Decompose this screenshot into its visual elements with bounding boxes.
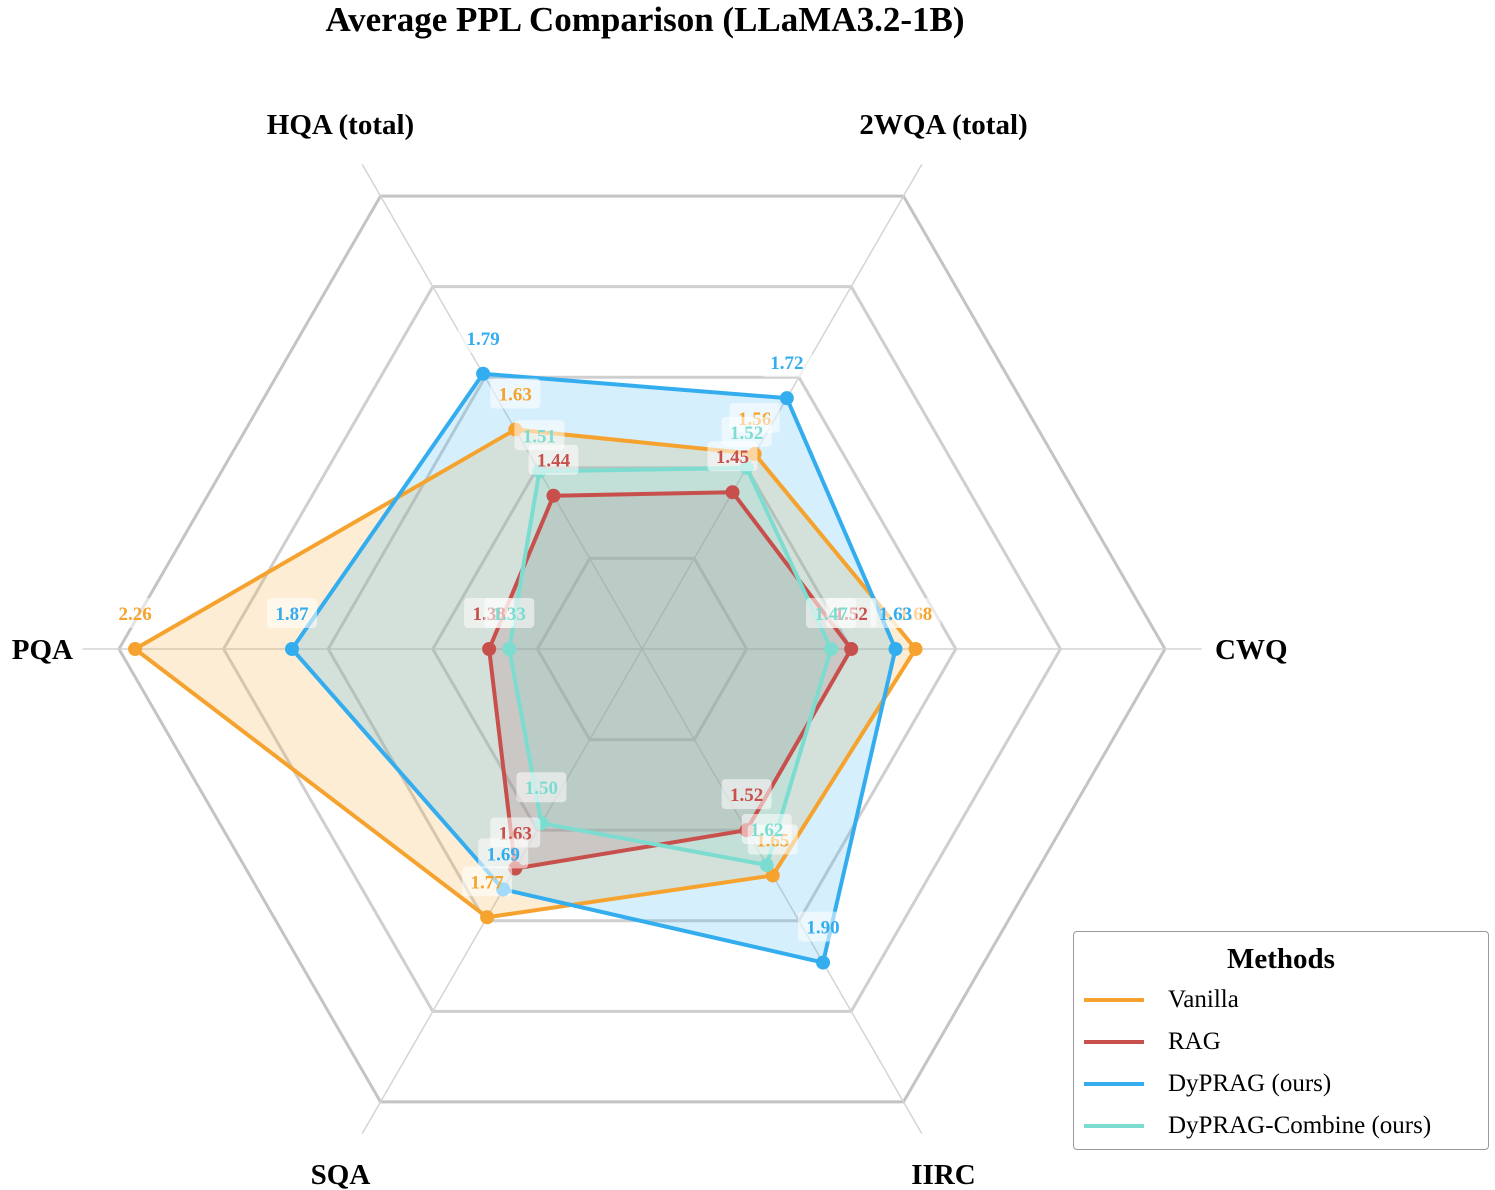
series-fill-rag [489, 492, 852, 869]
value-label-vanilla: 1.63 [490, 378, 541, 409]
value-label-box [462, 866, 513, 897]
data-point-dyprag-combine-ours [502, 642, 517, 656]
value-label-box [806, 598, 857, 628]
value-label-text: 1.69 [487, 844, 520, 865]
value-labels: 1.681.561.632.261.771.651.521.451.441.38… [110, 322, 941, 942]
legend-label: DyPRAG-Combine (ours) [1168, 1112, 1432, 1139]
value-label-dyprag-ours: 1.72 [761, 347, 812, 378]
value-label-text: 1.90 [806, 918, 839, 939]
data-point-rag [844, 642, 859, 656]
value-label-text: 2.26 [118, 604, 151, 625]
value-label-box [798, 911, 849, 942]
value-label-text: 1.87 [275, 604, 309, 625]
value-label-box [514, 420, 565, 451]
value-label-box [741, 814, 792, 845]
value-label-dyprag-ours: 1.69 [478, 838, 529, 869]
value-label-box [484, 598, 535, 628]
value-label-dyprag-combine-ours: 1.33 [484, 598, 535, 628]
data-point-dyprag-ours [476, 366, 491, 381]
value-label-text: 1.44 [537, 451, 571, 472]
value-label-box [870, 598, 921, 628]
value-label-text: 1.63 [879, 604, 912, 625]
axis-label-cwq: CWQ [1215, 634, 1288, 666]
axis-label-2wqa-total: 2WQA (total) [859, 109, 1027, 141]
value-label-text: 1.52 [730, 423, 763, 444]
legend-swatch-vanilla [1084, 998, 1144, 1002]
axis-label-hqa-total: HQA (total) [267, 109, 414, 141]
legend-label: DyPRAG (ours) [1168, 1070, 1332, 1097]
value-label-box [266, 598, 317, 628]
data-point-rag [725, 485, 740, 500]
series-fills [135, 373, 916, 963]
value-label-box [721, 779, 772, 810]
value-label-text: 1.51 [523, 426, 556, 447]
value-label-dyprag-ours: 1.79 [458, 322, 509, 353]
legend-item-vanilla: Vanilla [1074, 979, 1488, 1021]
value-label-text: 1.47 [814, 604, 848, 625]
value-label-dyprag-ours: 1.63 [870, 598, 921, 628]
value-label-dyprag-ours: 1.90 [798, 911, 849, 942]
data-point-vanilla [908, 642, 923, 656]
data-point-rag [482, 642, 497, 656]
chart-title: Average PPL Comparison (LLaMA3.2-1B) [325, 0, 965, 39]
value-label-text: 1.50 [525, 778, 558, 799]
value-label-text: 1.33 [493, 604, 526, 625]
axis-label-iirc: IIRC [911, 1159, 975, 1190]
value-label-box [490, 378, 541, 409]
value-label-vanilla: 2.26 [110, 598, 161, 628]
value-label-box [458, 322, 509, 353]
data-point-dyprag-ours [888, 642, 903, 656]
axis-labels: CWQ 2WQA (total) HQA (total) PQA SQA IIRC [12, 109, 1288, 1190]
axis-spoke [641, 163, 923, 650]
legend-item-dyprag-combine: DyPRAG-Combine (ours) [1074, 1105, 1488, 1147]
series-fill-dyprag-combine-ours [509, 467, 832, 866]
legend-item-rag: RAG [1074, 1021, 1488, 1063]
legend-label: Vanilla [1168, 986, 1239, 1013]
value-label-text: 1.63 [499, 385, 532, 406]
axis-label-sqa: SQA [311, 1159, 371, 1190]
legend-title: Methods [1227, 943, 1335, 975]
value-label-dyprag-combine-ours: 1.62 [741, 814, 792, 845]
value-label-text: 1.62 [750, 820, 783, 841]
axis-label-pqa: PQA [12, 634, 73, 666]
value-label-text: 1.52 [730, 785, 763, 806]
axis-spoke [641, 648, 923, 1135]
value-label-box [110, 598, 161, 628]
value-label-dyprag-combine-ours: 1.52 [721, 416, 772, 447]
value-label-rag: 1.44 [528, 444, 579, 475]
value-label-rag: 1.52 [721, 779, 772, 810]
legend-label: RAG [1168, 1028, 1221, 1055]
value-label-dyprag-combine-ours: 1.51 [514, 420, 565, 451]
data-point-dyprag-combine-ours [759, 858, 774, 873]
value-label-rag: 1.45 [707, 441, 758, 472]
data-point-dyprag-combine-ours [824, 642, 839, 656]
legend: Methods Vanilla RAG DyPRAG (ours) DyPRAG… [1073, 931, 1489, 1150]
data-point-dyprag-ours [816, 955, 831, 970]
value-label-text: 1.45 [716, 447, 749, 468]
value-label-dyprag-combine-ours: 1.47 [806, 598, 857, 628]
legend-swatch-dyprag [1084, 1082, 1144, 1086]
value-label-vanilla: 1.77 [462, 866, 513, 897]
value-label-box [478, 838, 529, 869]
value-label-box [516, 772, 567, 803]
data-point-rag [546, 488, 561, 503]
legend-item-dyprag: DyPRAG (ours) [1074, 1063, 1488, 1105]
data-point-vanilla [765, 868, 780, 883]
value-label-box [761, 347, 812, 378]
data-point-dyprag-ours [284, 642, 299, 656]
legend-swatch-dyprag-combine [1084, 1124, 1144, 1128]
value-label-box [528, 444, 579, 475]
data-point-vanilla [128, 642, 143, 656]
value-label-dyprag-ours: 1.87 [266, 598, 317, 628]
value-label-dyprag-combine-ours: 1.50 [516, 772, 567, 803]
value-label-text: 1.72 [770, 353, 803, 374]
value-label-box [707, 441, 758, 472]
value-label-box [721, 416, 772, 447]
value-label-text: 1.77 [470, 872, 504, 893]
data-point-dyprag-ours [779, 391, 794, 406]
data-point-vanilla [480, 910, 495, 925]
legend-swatch-rag [1084, 1040, 1144, 1044]
value-label-text: 1.79 [466, 329, 499, 350]
